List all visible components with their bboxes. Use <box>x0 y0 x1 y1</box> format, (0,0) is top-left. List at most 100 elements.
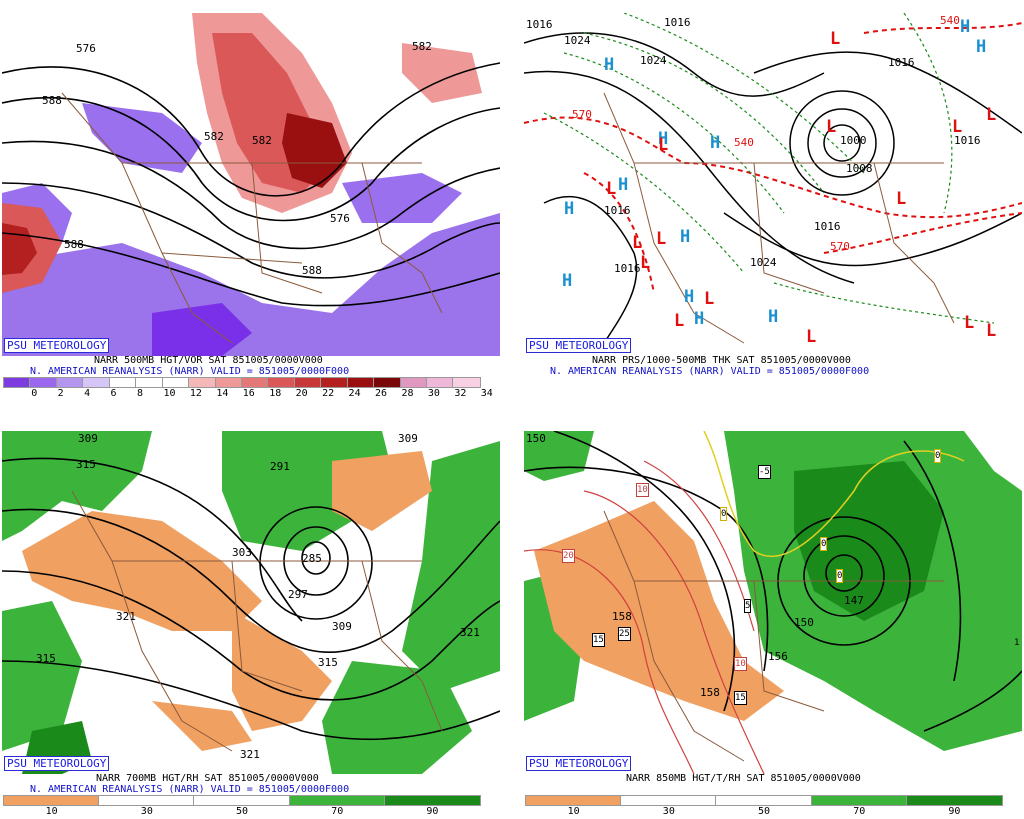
high-pressure-symbol: H <box>768 307 779 327</box>
temp-label: 0 <box>934 449 942 463</box>
valid-line: N. AMERICAN REANALYSIS (NARR) VALID = 85… <box>30 366 350 377</box>
contour-label: 588 <box>302 264 322 277</box>
high-pressure-symbol: H <box>694 309 705 329</box>
temp-label: 0 <box>820 537 828 551</box>
contour-label: 150 <box>526 432 546 445</box>
colorbar-tick-label: 10 <box>567 806 580 817</box>
low-pressure-symbol: L <box>896 189 907 209</box>
low-pressure-symbol: L <box>674 311 685 331</box>
isobar-label: 1008 <box>846 162 873 175</box>
low-pressure-symbol: L <box>806 327 817 347</box>
high-pressure-symbol: H <box>680 227 691 247</box>
isobar-label: 1016 <box>888 56 915 69</box>
contour-label: 582 <box>204 130 224 143</box>
contour-label: 156 <box>768 650 788 663</box>
temp-label: -5 <box>758 465 771 479</box>
contour-label: 315 <box>76 458 96 471</box>
colorbar-swatch <box>715 795 813 806</box>
colorbar-swatch <box>82 377 111 388</box>
colorbar-swatch <box>425 377 455 388</box>
low-pressure-symbol: L <box>986 321 997 341</box>
colorbar-swatch <box>188 377 217 388</box>
contour-label: 303 <box>232 546 252 559</box>
temp-label: 10 <box>636 483 649 497</box>
colorbar-swatch <box>288 795 386 806</box>
colorbar-tick-label: 14 <box>216 388 229 399</box>
colorbar-swatch <box>373 377 402 388</box>
high-pressure-symbol: H <box>710 133 721 153</box>
valid-line: N. AMERICAN REANALYSIS (NARR) VALID = 85… <box>30 784 350 795</box>
colorbar-tick-label: 34 <box>480 388 493 399</box>
colorbar-tick-label: 50 <box>758 806 771 817</box>
isobar-label: 1016 <box>954 134 981 147</box>
isobar-label: 1016 <box>614 262 641 275</box>
isobar-label: 1016 <box>814 220 841 233</box>
colorbar-swatch <box>135 377 164 388</box>
psu-meteorology-badge: PSU METEOROLOGY <box>4 756 110 771</box>
map-surface-pressure: 1016 1024 1016 1024 1016 1016 1016 1008 … <box>524 13 1022 356</box>
temp-label: 0 <box>836 569 844 583</box>
temp-label: 15 <box>734 691 747 705</box>
low-pressure-symbol: L <box>640 253 651 273</box>
thickness-label: 540 <box>940 14 960 27</box>
contour-label: 309 <box>398 432 418 445</box>
colorbar-swatch <box>161 377 191 388</box>
isobar-label: 1024 <box>564 34 591 47</box>
psu-meteorology-badge: PSU METEOROLOGY <box>4 338 110 353</box>
panel-850mb-temp-rh: 150 158 156 150 147 158 -5 0 0 0 0 5 10 … <box>522 418 1024 817</box>
colorbar-swatch <box>452 377 481 388</box>
colorbar-tick-label: 90 <box>948 806 961 817</box>
contour-label: 158 <box>612 610 632 623</box>
contour-label: 147 <box>844 594 864 607</box>
temp-label: 10 <box>734 657 747 671</box>
low-pressure-symbol: L <box>658 135 669 155</box>
panel-700mb-rh: 309 315 291 303 309 321 297 285 309 315 … <box>0 418 502 817</box>
colorbar-tick-label: 4 <box>84 388 91 399</box>
colorbar-swatch <box>346 377 376 388</box>
temp-label: 0 <box>720 507 728 521</box>
colorbar-swatch <box>620 795 718 806</box>
colorbar-tick-label: 90 <box>426 806 439 817</box>
colorbar-rh <box>524 795 1003 806</box>
high-pressure-symbol: H <box>960 17 971 37</box>
contour-label: 321 <box>240 748 260 761</box>
psu-meteorology-badge: PSU METEOROLOGY <box>526 338 632 353</box>
colorbar-tick-label: 30 <box>662 806 675 817</box>
colorbar-tick-label: 28 <box>401 388 414 399</box>
isobar-label: 1016 <box>664 16 691 29</box>
colorbar-tick-label: 50 <box>236 806 249 817</box>
map-700mb-rh: 309 315 291 303 309 321 297 285 309 315 … <box>2 431 500 774</box>
map-500mb-vorticity: 576 588 582 582 576 588 588 582 <box>2 13 500 356</box>
colorbar-swatch <box>55 377 85 388</box>
colorbar-tick-label: 22 <box>322 388 335 399</box>
temp-label: 25 <box>618 627 631 641</box>
colorbar-tick-label: 8 <box>137 388 144 399</box>
isobar-label: 1016 <box>604 204 631 217</box>
contour-label: 315 <box>36 652 56 665</box>
contour-label: 309 <box>78 432 98 445</box>
contour-label: 582 <box>252 134 272 147</box>
high-pressure-symbol: H <box>658 129 669 149</box>
isobar-label: 1016 <box>526 18 553 31</box>
colorbar-tick-label: 16 <box>242 388 255 399</box>
colorbar-rh <box>2 795 481 806</box>
colorbar-tick-label: 12 <box>189 388 202 399</box>
contour-label: 588 <box>42 94 62 107</box>
contour-label: 158 <box>700 686 720 699</box>
product-line: NARR 500MB HGT/VOR SAT 851005/0000V000 <box>94 355 323 366</box>
colorbar-swatch <box>524 795 623 806</box>
low-pressure-symbol: L <box>952 117 963 137</box>
high-pressure-symbol: H <box>976 37 987 57</box>
colorbar-swatch <box>293 377 323 388</box>
high-pressure-symbol: H <box>684 287 695 307</box>
colorbar-tick-label: 32 <box>454 388 467 399</box>
high-pressure-symbol: H <box>564 199 575 219</box>
contour-label: 321 <box>116 610 136 623</box>
colorbar-swatch <box>320 377 349 388</box>
colorbar-swatch <box>2 795 101 806</box>
product-line: NARR 700MB HGT/RH SAT 851005/0000V000 <box>96 773 319 784</box>
product-line: NARR 850MB HGT/T/RH SAT 851005/0000V000 <box>626 773 861 784</box>
low-pressure-symbol: L <box>964 313 975 333</box>
contour-label: 576 <box>330 212 350 225</box>
low-pressure-symbol: L <box>830 29 841 49</box>
